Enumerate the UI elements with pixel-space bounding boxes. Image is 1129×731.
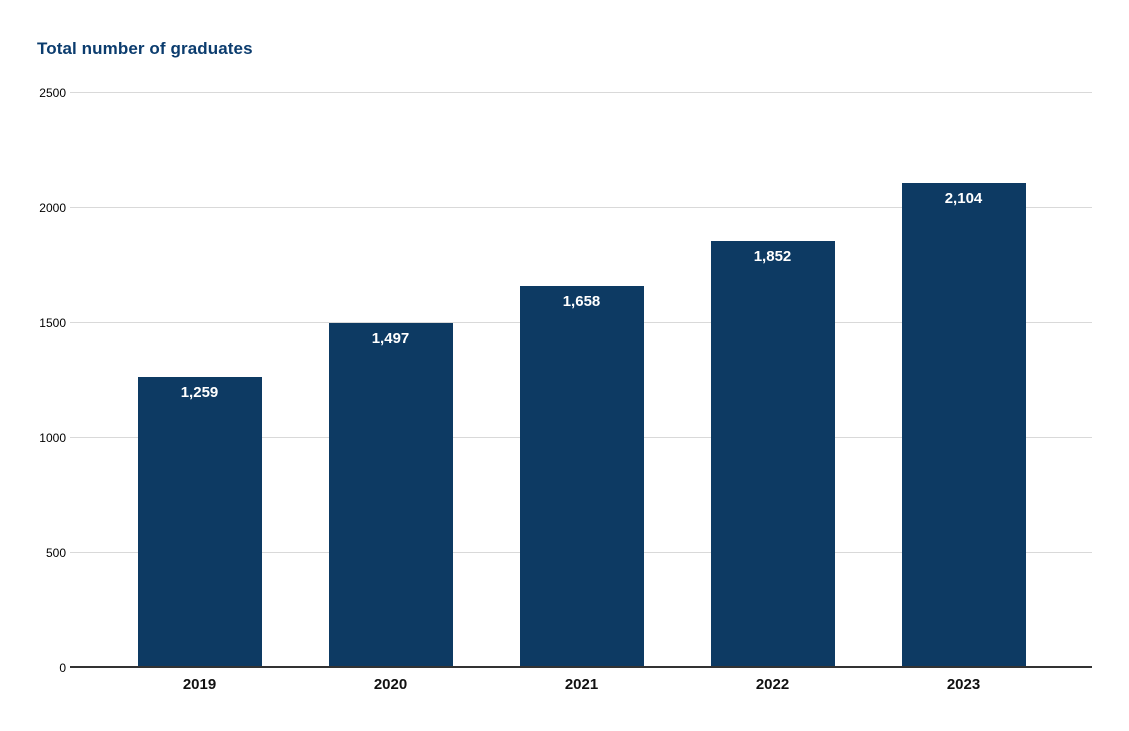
y-tick-label-1000: 1000 — [39, 430, 66, 445]
bar-value-label-2021: 1,658 — [562, 292, 601, 310]
bar-value-label-2020: 1,497 — [371, 329, 410, 347]
x-tick-label-2022: 2022 — [755, 676, 790, 693]
bar-2021: 1,658 — [519, 285, 644, 667]
bar-2022: 1,852 — [710, 241, 835, 667]
y-tick-label-2500: 2500 — [39, 85, 66, 100]
y-tick-label-2000: 2000 — [39, 200, 66, 215]
y-tick-label-1500: 1500 — [39, 315, 66, 330]
bar-2020: 1,497 — [328, 322, 453, 667]
bar-value-label-2023: 2,104 — [944, 190, 983, 208]
y-tick-label-0: 0 — [59, 660, 66, 675]
x-tick-label-2020: 2020 — [373, 676, 408, 693]
plot-area: 1,259 1,497 1,658 1,852 2,104 — [70, 92, 1092, 668]
chart-title: Total number of graduates — [37, 39, 253, 58]
x-tick-label-2021: 2021 — [564, 676, 599, 693]
bar-2019: 1,259 — [137, 377, 262, 667]
bar-value-label-2019: 1,259 — [180, 384, 219, 402]
x-tick-label-2023: 2023 — [946, 676, 981, 693]
y-tick-label-500: 500 — [45, 545, 66, 560]
x-axis-line — [70, 666, 1092, 668]
bar-value-label-2022: 1,852 — [753, 248, 792, 266]
x-tick-label-2019: 2019 — [182, 676, 217, 693]
gridline-2500 — [70, 92, 1092, 93]
gridline-2000 — [70, 207, 1092, 208]
bar-2023: 2,104 — [901, 183, 1026, 667]
